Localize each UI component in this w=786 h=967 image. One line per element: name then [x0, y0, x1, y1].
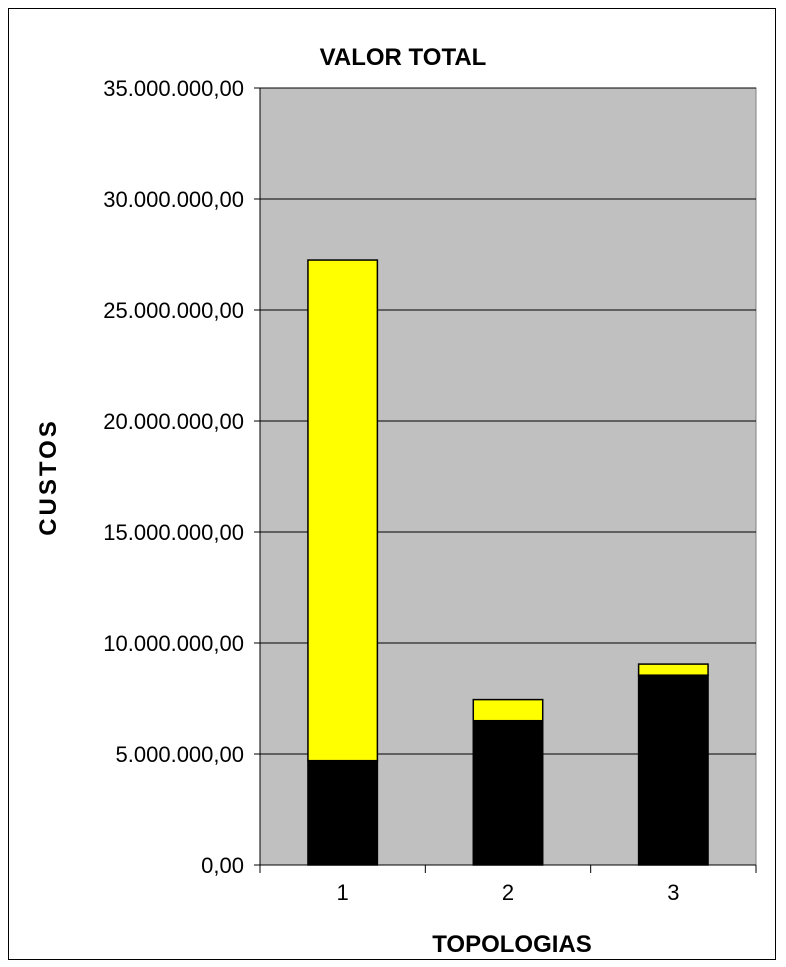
y-tick-label: 35.000.000,00: [103, 76, 244, 101]
y-axis-title: CUSTOS: [35, 418, 62, 536]
y-tick-label: 20.000.000,00: [103, 409, 244, 434]
bars: [307, 259, 709, 866]
bar-segment-2-category-1: [307, 259, 379, 762]
bar-segment-1-category-3: [637, 674, 709, 866]
axes: [254, 87, 757, 873]
y-tick-label: 30.000.000,00: [103, 187, 244, 212]
x-tick-labels: 1 2 3: [337, 880, 680, 905]
bar-segment-2-category-2: [472, 698, 544, 722]
bar-segment-1-category-1: [307, 759, 379, 866]
y-tick-label: 5.000.000,00: [116, 742, 244, 767]
y-tick-label: 0,00: [201, 853, 244, 878]
y-tick-labels: 0,00 5.000.000,00 10.000.000,00 15.000.000,…: [103, 76, 244, 878]
x-tick-label: 2: [502, 880, 514, 905]
x-tick-label: 3: [667, 880, 679, 905]
y-tick-label: 15.000.000,00: [103, 520, 244, 545]
x-tick-label: 1: [337, 880, 349, 905]
x-axis-title: TOPOLOGIAS: [432, 931, 592, 958]
y-tick-label: 10.000.000,00: [103, 631, 244, 656]
y-tick-label: 25.000.000,00: [103, 298, 244, 323]
bar-segment-2-category-3: [637, 663, 709, 676]
chart-title: VALOR TOTAL: [320, 44, 487, 71]
bar-segment-1-category-2: [472, 719, 544, 866]
